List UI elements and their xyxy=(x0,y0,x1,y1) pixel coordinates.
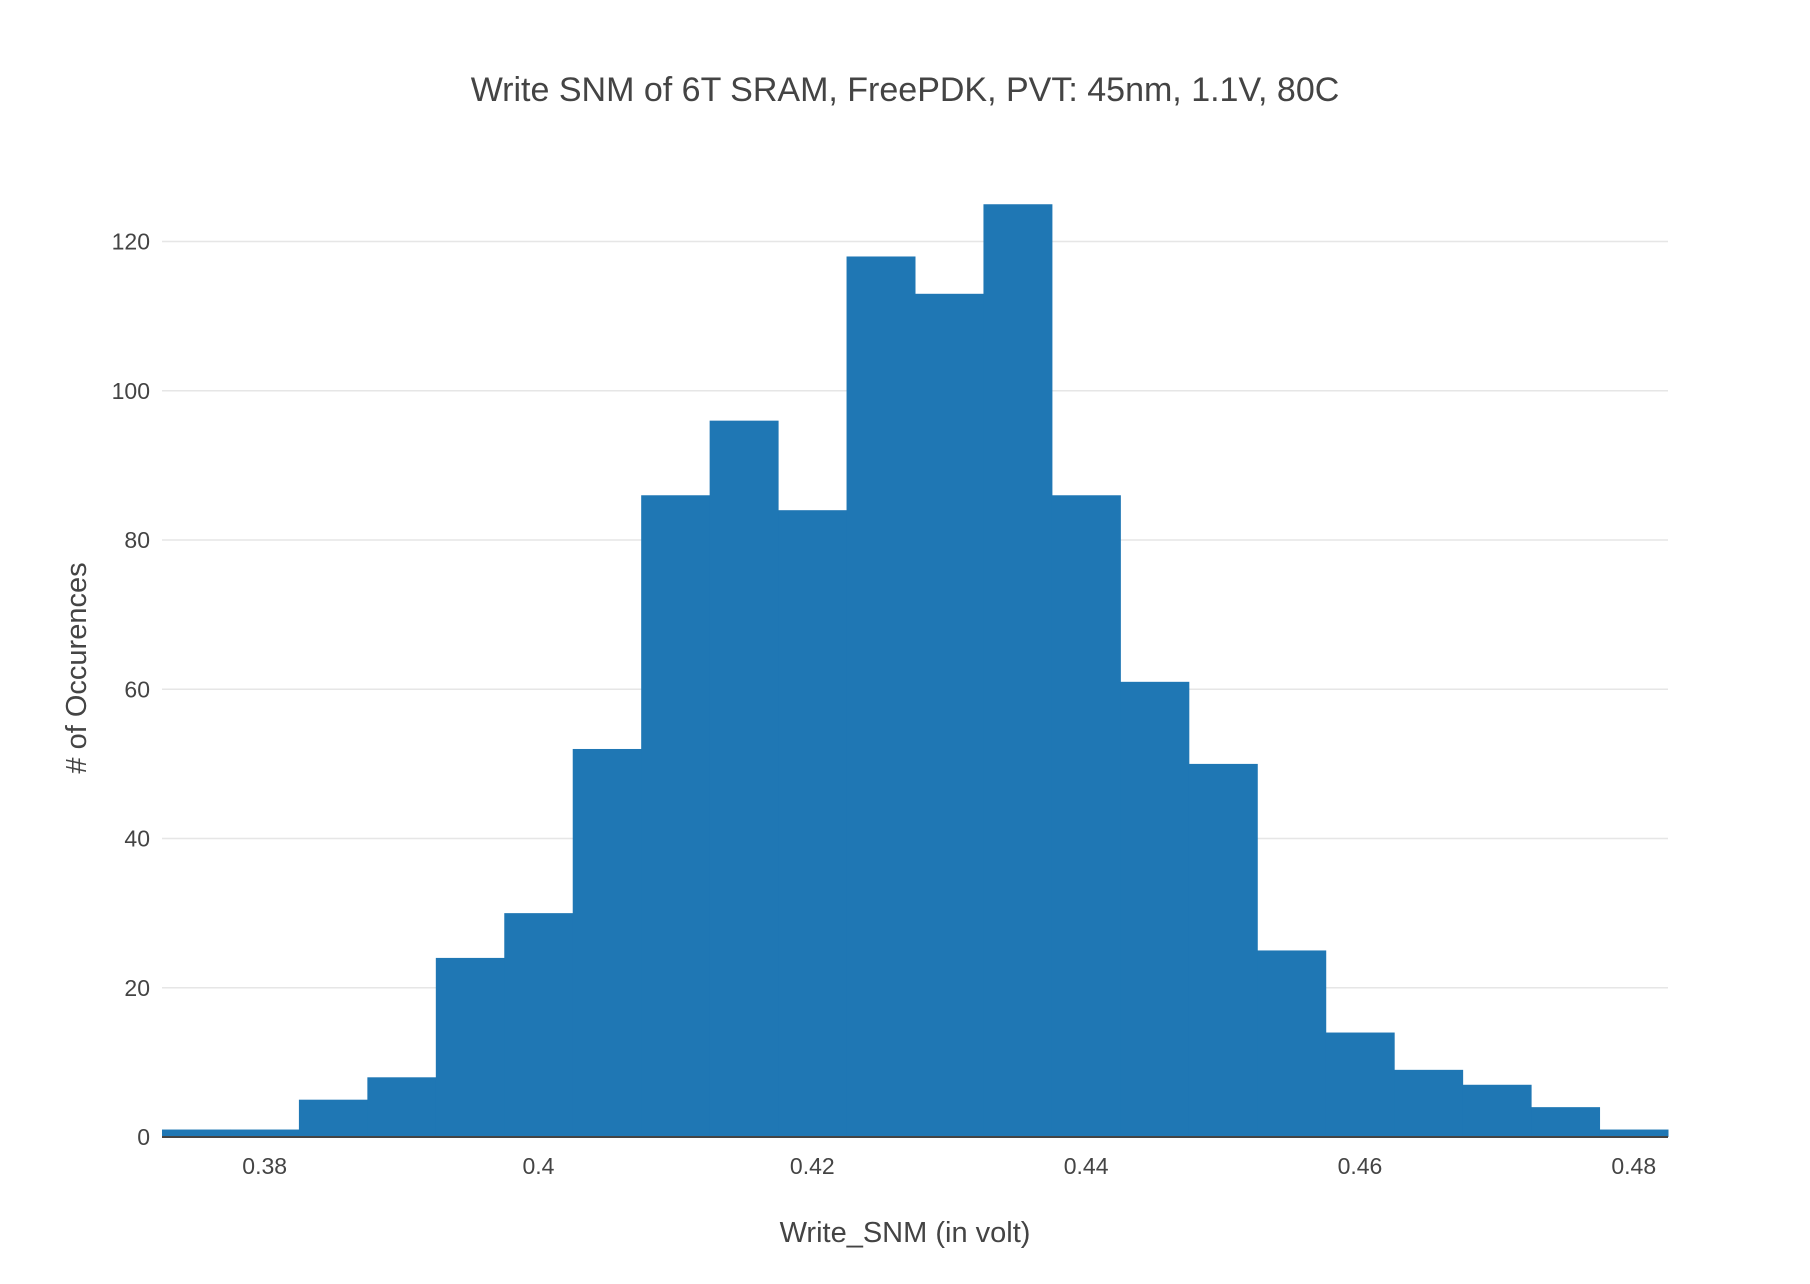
histogram-bars xyxy=(162,204,1669,1138)
x-tick-label: 0.44 xyxy=(1064,1153,1109,1179)
x-tick-label: 0.38 xyxy=(242,1153,287,1179)
histogram-bar xyxy=(435,957,505,1137)
y-axis-title: # of Occurences xyxy=(61,562,93,773)
histogram-bar xyxy=(504,913,574,1137)
histogram-bar xyxy=(367,1077,437,1137)
histogram-bar xyxy=(1531,1107,1601,1137)
histogram-bar xyxy=(1394,1069,1464,1137)
histogram-bar xyxy=(915,293,984,1137)
histogram-bar xyxy=(572,748,642,1137)
histogram-bar xyxy=(298,1099,368,1137)
x-tick-label: 0.48 xyxy=(1611,1153,1656,1179)
y-tick-label: 40 xyxy=(124,826,150,852)
histogram-bar xyxy=(983,204,1053,1137)
histogram-bar xyxy=(778,510,848,1137)
histogram-bar xyxy=(641,495,711,1138)
y-tick-labels: 0 20 40 60 80 100 120 xyxy=(112,229,150,1150)
histogram-bar xyxy=(1599,1129,1669,1137)
x-tick-label: 0.4 xyxy=(523,1153,555,1179)
y-tick-label: 20 xyxy=(124,975,150,1001)
histogram-bar xyxy=(1188,763,1258,1137)
x-axis-title: Write_SNM (in volt) xyxy=(780,1217,1031,1249)
chart-title: Write SNM of 6T SRAM, FreePDK, PVT: 45nm… xyxy=(471,71,1340,109)
histogram-bar xyxy=(162,1129,231,1137)
histogram-bar xyxy=(709,420,779,1137)
x-tick-label: 0.46 xyxy=(1338,1153,1383,1179)
y-tick-label: 100 xyxy=(112,378,150,404)
histogram-bar xyxy=(1051,495,1121,1138)
y-tick-label: 0 xyxy=(137,1124,150,1150)
x-tick-labels: 0.38 0.4 0.42 0.44 0.46 0.48 xyxy=(242,1153,1656,1179)
histogram-bar xyxy=(846,256,916,1137)
histogram-bar xyxy=(1325,1032,1395,1137)
y-tick-label: 120 xyxy=(112,229,150,255)
histogram-bar xyxy=(1462,1084,1532,1137)
y-tick-label: 80 xyxy=(124,527,150,553)
histogram-bar xyxy=(230,1129,300,1137)
x-tick-label: 0.42 xyxy=(790,1153,835,1179)
histogram-bar xyxy=(1257,950,1327,1137)
y-tick-label: 60 xyxy=(124,676,150,702)
histogram-bar xyxy=(1120,681,1190,1137)
